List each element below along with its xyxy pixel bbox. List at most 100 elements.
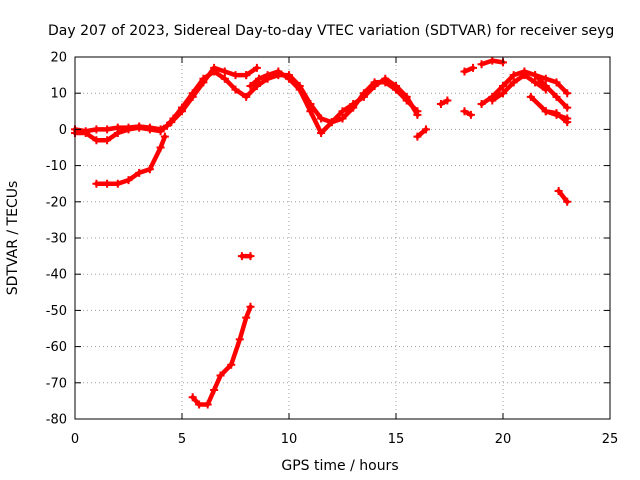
y-tick-label: -30: [46, 232, 67, 247]
y-tick-label: -70: [46, 376, 67, 391]
data-point: [327, 118, 336, 127]
data-point: [103, 179, 112, 188]
series-track-8: [415, 127, 429, 139]
data-point: [124, 176, 133, 185]
y-axis-title: SDTVAR / TECUs: [5, 181, 21, 296]
data-point: [135, 123, 144, 132]
data-point: [541, 74, 550, 83]
data-point: [488, 56, 497, 65]
series-track-18: [556, 188, 570, 205]
data-point: [92, 136, 101, 145]
y-tick-label: -40: [46, 268, 67, 283]
data-point: [113, 129, 122, 138]
data-point: [103, 125, 112, 134]
data-point: [178, 107, 186, 116]
x-tick-label: 25: [602, 432, 619, 447]
series-track-1: [72, 69, 420, 134]
series-track-14: [490, 72, 549, 103]
data-point: [156, 127, 165, 136]
data-point: [203, 400, 212, 409]
data-point: [231, 85, 240, 94]
data-point: [145, 125, 154, 134]
x-tick-label: 10: [281, 432, 298, 447]
data-point: [499, 89, 507, 98]
data-point: [317, 129, 326, 138]
data-point: [246, 252, 255, 261]
data-point: [113, 179, 122, 188]
data-point: [413, 110, 422, 119]
data-point: [552, 109, 561, 118]
grid-layer: [75, 57, 610, 419]
data-point: [242, 71, 251, 80]
data-point: [338, 107, 347, 116]
data-point: [235, 335, 244, 344]
data-point: [227, 360, 236, 369]
data-point: [246, 81, 255, 90]
data-point: [306, 107, 315, 116]
data-point: [220, 67, 229, 76]
y-tick-label: -60: [46, 340, 67, 355]
series-layer: [71, 56, 572, 409]
data-point: [199, 78, 208, 87]
data-point: [274, 67, 283, 76]
data-point: [488, 96, 497, 105]
data-point: [156, 143, 165, 152]
data-point: [285, 74, 293, 83]
data-point: [436, 100, 445, 109]
data-point: [421, 125, 430, 134]
x-tick-label: 5: [178, 432, 186, 447]
data-point: [255, 74, 264, 83]
series-track-5: [243, 65, 260, 78]
data-point: [167, 118, 176, 127]
data-point: [443, 96, 452, 105]
data-point: [499, 81, 507, 90]
data-point: [477, 60, 486, 69]
data-point: [237, 252, 246, 261]
x-axis-title: GPS time / hours: [281, 458, 398, 474]
data-point: [242, 313, 251, 322]
data-point: [460, 107, 469, 116]
y-tick-label: -20: [46, 195, 67, 210]
data-point: [466, 110, 475, 119]
data-point: [103, 136, 112, 145]
data-point: [531, 78, 540, 87]
y-tick-label: -10: [46, 159, 67, 174]
data-point: [520, 71, 529, 80]
x-tick-label: 15: [388, 432, 405, 447]
data-point: [242, 92, 251, 101]
data-point: [477, 100, 486, 109]
data-point: [460, 67, 469, 76]
y-tick-label: -50: [46, 304, 67, 319]
data-point: [188, 393, 197, 402]
data-point: [135, 168, 144, 177]
data-point: [317, 114, 326, 123]
y-tick-label: -80: [46, 413, 67, 428]
data-point: [210, 63, 219, 72]
data-point: [188, 92, 197, 101]
data-point: [392, 81, 400, 90]
data-point: [246, 302, 255, 311]
x-tick-label: 0: [71, 432, 79, 447]
data-point: [216, 371, 225, 380]
data-point: [92, 125, 101, 134]
data-point: [509, 71, 518, 80]
series-track-6: [190, 304, 253, 407]
data-point: [563, 118, 572, 127]
data-point: [554, 186, 563, 195]
data-point: [210, 386, 219, 395]
y-tick-label: 0: [59, 123, 67, 138]
data-point: [402, 92, 411, 101]
data-point: [541, 85, 550, 94]
chart-title: Day 207 of 2023, Sidereal Day-to-day VTE…: [48, 23, 614, 39]
data-point: [81, 129, 90, 138]
data-point: [563, 89, 572, 98]
x-tick-label: 20: [495, 432, 512, 447]
data-point: [349, 100, 358, 109]
data-point: [145, 165, 154, 174]
y-tick-label: 20: [50, 51, 67, 66]
data-point: [231, 71, 240, 80]
data-point: [381, 74, 390, 83]
data-point: [509, 78, 518, 87]
y-tick-label: 10: [50, 87, 67, 102]
